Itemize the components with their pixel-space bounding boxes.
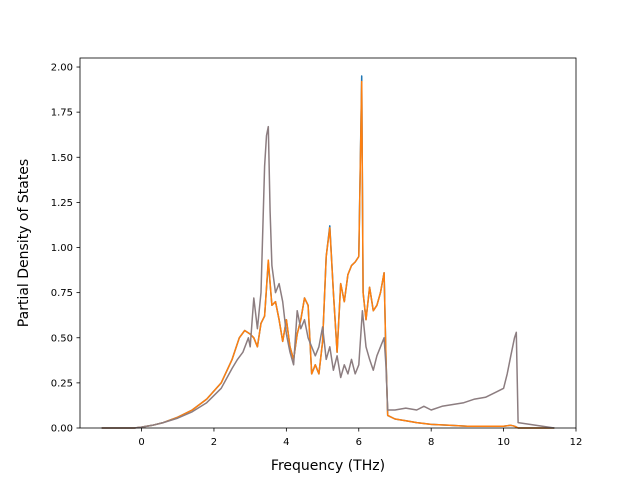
y-tick-label: 0.75 xyxy=(51,288,73,299)
x-tick-label: 6 xyxy=(356,437,362,448)
y-tick-label: 0.00 xyxy=(51,424,73,435)
y-axis-ticks: 0.00 0.25 0.50 0.75 1.00 1.25 1.50 1.75 2.00 xyxy=(51,63,80,435)
x-tick-label: 4 xyxy=(283,437,289,448)
x-tick-label: 10 xyxy=(497,437,510,448)
x-axis-label: Frequency (THz) xyxy=(271,458,385,474)
series-lines xyxy=(101,75,555,429)
series-line-2 xyxy=(101,80,555,429)
x-tick-label: 0 xyxy=(138,437,144,448)
y-tick-label: 1.25 xyxy=(51,198,73,209)
x-axis-ticks: 0 2 4 6 8 10 12 xyxy=(138,428,582,448)
y-tick-label: 1.75 xyxy=(51,108,73,119)
x-tick-label: 2 xyxy=(211,437,217,448)
y-tick-label: 0.50 xyxy=(51,333,73,344)
y-tick-label: 1.00 xyxy=(51,243,73,254)
plot-frame xyxy=(79,57,577,429)
x-tick-label: 8 xyxy=(428,437,434,448)
y-tick-label: 0.25 xyxy=(51,378,73,389)
y-tick-label: 1.50 xyxy=(51,153,73,164)
y-tick-label: 2.00 xyxy=(51,63,73,74)
x-tick-label: 12 xyxy=(570,437,583,448)
y-axis-label: Partial Density of States xyxy=(16,159,32,327)
series-line-3 xyxy=(101,125,555,429)
